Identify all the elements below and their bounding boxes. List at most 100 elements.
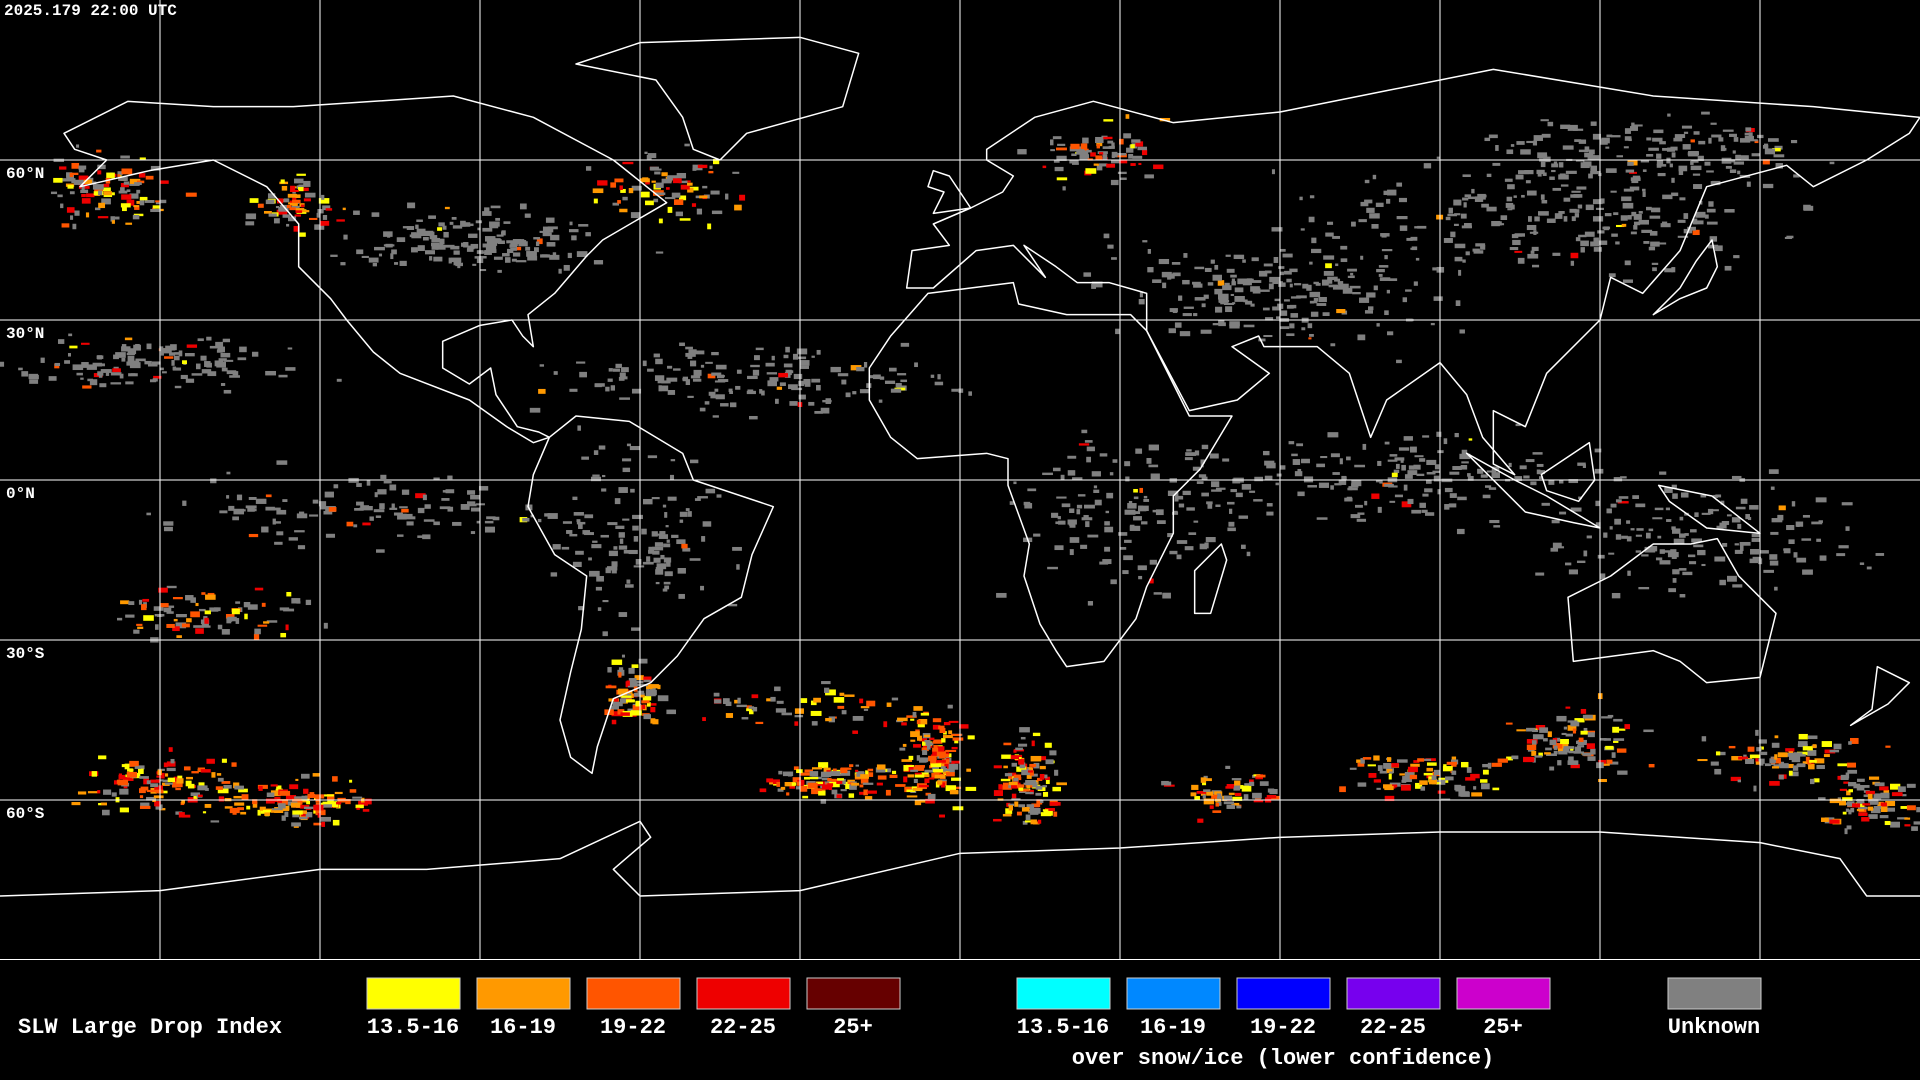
cloud-pixel xyxy=(1268,283,1274,290)
cloud-pixel xyxy=(277,800,282,803)
cloud-pixel xyxy=(1167,490,1179,497)
cloud-pixel xyxy=(1683,131,1689,134)
cloud-pixel xyxy=(1590,241,1600,247)
cloud-pixel xyxy=(910,769,919,772)
cloud-pixel xyxy=(592,474,600,477)
cloud-pixel xyxy=(1212,323,1221,326)
cloud-pixel xyxy=(1608,552,1615,555)
cloud-pixel xyxy=(342,207,346,211)
cloud-pixel xyxy=(304,192,316,198)
cloud-pixel xyxy=(451,216,457,220)
cloud-pixel xyxy=(313,808,318,814)
cloud-pixel xyxy=(1583,727,1588,733)
cloud-pixel xyxy=(1600,763,1610,766)
cloud-pixel xyxy=(1122,570,1129,575)
cloud-pixel xyxy=(294,530,305,533)
cloud-pixel xyxy=(343,234,348,240)
cloud-pixel xyxy=(519,203,527,210)
cloud-pixel xyxy=(913,706,923,711)
cloud-pixel xyxy=(87,791,99,794)
cloud-pixel xyxy=(484,526,495,533)
cloud-pixel xyxy=(537,518,542,523)
cloud-pixel xyxy=(1103,233,1110,239)
australia xyxy=(1568,539,1776,683)
cloud-pixel xyxy=(18,367,23,371)
cloud-pixel xyxy=(117,779,129,786)
cloud-pixel xyxy=(1574,213,1580,218)
cloud-pixel xyxy=(1609,526,1613,530)
cloud-pixel xyxy=(1249,781,1255,787)
cloud-pixel xyxy=(478,486,489,491)
legend-swatch xyxy=(586,977,681,1010)
cloud-pixel xyxy=(1310,311,1319,317)
cloud-pixel xyxy=(221,367,228,372)
cloud-pixel xyxy=(1568,756,1574,762)
cloud-pixel xyxy=(126,199,135,206)
cloud-pixel xyxy=(1117,171,1127,175)
cloud-pixel xyxy=(1481,203,1489,208)
cloud-pixel xyxy=(1462,197,1469,201)
cloud-pixel xyxy=(1095,155,1103,160)
cloud-pixel xyxy=(276,785,282,790)
cloud-pixel xyxy=(666,377,678,382)
cloud-pixel xyxy=(1077,146,1084,153)
cloud-pixel xyxy=(1042,472,1053,476)
cloud-pixel xyxy=(466,248,474,252)
cloud-pixel xyxy=(472,263,477,266)
cloud-pixel xyxy=(1398,197,1407,203)
cloud-pixel xyxy=(1528,216,1532,222)
cloud-pixel xyxy=(439,243,444,249)
cloud-pixel xyxy=(1732,584,1743,588)
cloud-pixel xyxy=(115,216,120,220)
cloud-pixel xyxy=(1701,111,1710,115)
cloud-pixel xyxy=(277,799,289,805)
cloud-pixel xyxy=(1030,819,1037,825)
cloud-pixel xyxy=(1511,755,1519,760)
cloud-pixel xyxy=(1710,761,1719,766)
cloud-pixel xyxy=(1357,334,1366,341)
cloud-pixel xyxy=(647,455,658,459)
cloud-pixel xyxy=(244,613,248,620)
cloud-pixel xyxy=(1541,502,1550,506)
cloud-pixel xyxy=(1239,785,1244,789)
cloud-pixel xyxy=(1506,149,1514,155)
legend-label: 16-19 xyxy=(490,1015,556,1040)
cloud-pixel xyxy=(185,378,195,383)
cloud-pixel xyxy=(1506,756,1513,761)
cloud-pixel xyxy=(129,178,141,184)
cloud-pixel xyxy=(422,236,429,241)
cloud-pixel xyxy=(1253,499,1263,502)
cloud-pixel xyxy=(467,503,477,507)
cloud-pixel xyxy=(1557,760,1562,766)
cloud-pixel xyxy=(1002,782,1009,786)
cloud-pixel xyxy=(1111,142,1115,148)
cloud-pixel xyxy=(632,515,641,519)
cloud-pixel xyxy=(1722,542,1728,547)
cloud-pixel xyxy=(1537,211,1549,216)
cloud-pixel xyxy=(237,807,245,811)
cloud-pixel xyxy=(1807,735,1818,740)
cloud-pixel xyxy=(1759,746,1764,750)
cloud-pixel xyxy=(1856,798,1865,804)
cloud-pixel xyxy=(275,521,281,524)
cloud-pixel xyxy=(1432,267,1437,271)
cloud-pixel xyxy=(265,370,277,376)
cloud-pixel xyxy=(1690,160,1694,165)
cloud-pixel xyxy=(1513,195,1517,198)
cloud-pixel xyxy=(201,623,209,627)
cloud-pixel xyxy=(146,796,157,801)
cloud-pixel xyxy=(467,245,475,250)
cloud-pixel xyxy=(1152,279,1162,283)
cloud-pixel xyxy=(542,232,552,237)
cloud-pixel xyxy=(314,224,325,230)
cloud-pixel xyxy=(1758,739,1767,744)
cloud-pixel xyxy=(1664,268,1673,273)
cloud-pixel xyxy=(182,360,187,365)
cloud-pixel xyxy=(1749,505,1759,510)
cloud-pixel xyxy=(1431,775,1437,781)
cloud-pixel xyxy=(1139,291,1143,298)
cloud-pixel xyxy=(1107,244,1114,249)
cloud-pixel xyxy=(1451,770,1457,775)
cloud-pixel xyxy=(1356,759,1365,763)
cloud-pixel xyxy=(1615,534,1622,540)
